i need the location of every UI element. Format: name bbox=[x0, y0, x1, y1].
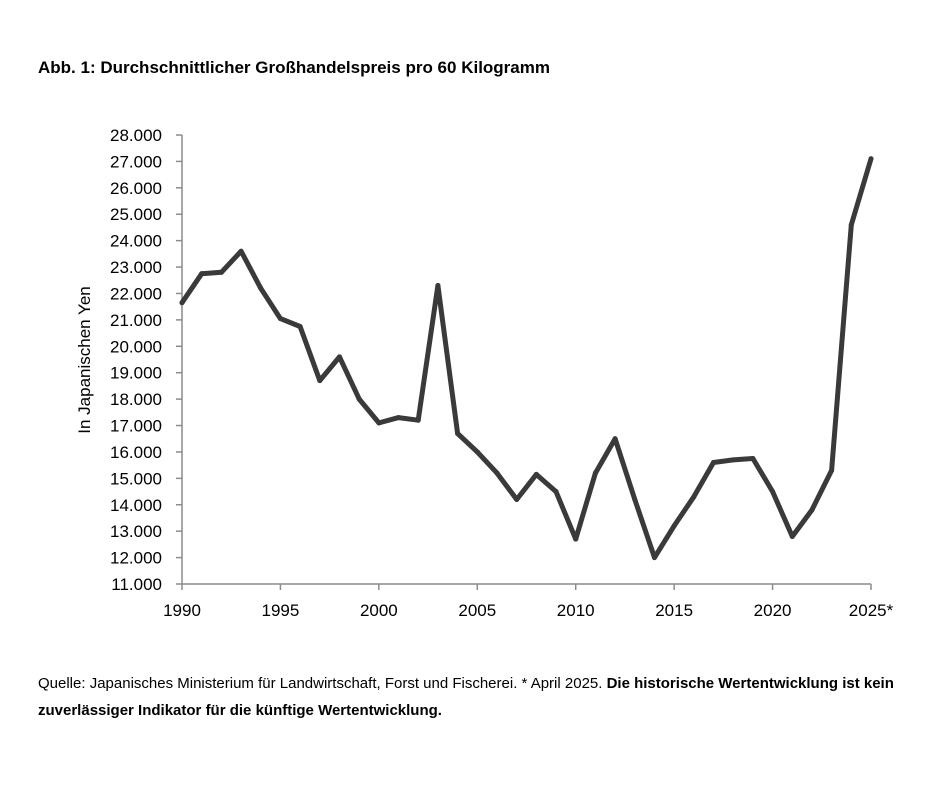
y-tick-label: 15.000 bbox=[110, 469, 162, 488]
data-point bbox=[218, 269, 224, 275]
source-text: Quelle: Japanisches Ministerium für Land… bbox=[38, 675, 607, 692]
y-tick-label: 17.000 bbox=[110, 417, 162, 436]
data-point bbox=[396, 415, 402, 421]
y-tick-label: 25.000 bbox=[110, 205, 162, 224]
x-axis: 1990 1995 2000 2005 2010 2015 2020 2025* bbox=[163, 583, 894, 620]
data-point bbox=[770, 489, 776, 495]
data-point bbox=[829, 467, 835, 473]
y-tick-label: 22.000 bbox=[110, 284, 162, 303]
chart-title: Abb. 1: Durchschnittlicher Großhandelspr… bbox=[38, 58, 550, 77]
data-point bbox=[651, 555, 657, 561]
y-tick-label: 12.000 bbox=[110, 549, 162, 568]
y-tick-label: 11.000 bbox=[111, 575, 162, 594]
y-tick-label: 18.000 bbox=[110, 390, 162, 409]
data-point bbox=[199, 271, 205, 277]
y-tick-label: 28.000 bbox=[110, 126, 162, 145]
data-point bbox=[415, 417, 421, 423]
data-point bbox=[277, 316, 283, 322]
source-note: Quelle: Japanisches Ministerium für Land… bbox=[38, 670, 908, 724]
data-point bbox=[435, 283, 441, 289]
x-tick-label: 2000 bbox=[360, 601, 398, 620]
y-tick-label: 27.000 bbox=[110, 152, 162, 171]
data-point bbox=[848, 222, 854, 228]
data-point bbox=[336, 354, 342, 360]
data-point bbox=[592, 470, 598, 476]
data-point bbox=[533, 471, 539, 477]
y-tick-label: 14.000 bbox=[110, 496, 162, 515]
data-point bbox=[317, 378, 323, 384]
y-tick-label: 23.000 bbox=[110, 258, 162, 277]
disclaimer-text: Die historische Wertentwicklung ist kein… bbox=[38, 675, 894, 719]
x-tick-label: 2020 bbox=[754, 601, 792, 620]
data-point bbox=[809, 507, 815, 513]
x-tick-label: 1995 bbox=[262, 601, 300, 620]
data-point bbox=[258, 285, 264, 291]
x-tick-label: 2005 bbox=[458, 601, 496, 620]
data-point bbox=[632, 496, 638, 502]
series bbox=[179, 156, 874, 561]
price-line bbox=[179, 156, 874, 561]
data-point bbox=[238, 248, 244, 254]
data-point bbox=[494, 470, 500, 476]
x-tick-label: 2015 bbox=[655, 601, 693, 620]
data-point bbox=[711, 460, 717, 466]
data-point bbox=[868, 156, 874, 162]
data-point bbox=[553, 489, 559, 495]
data-point bbox=[789, 533, 795, 539]
data-point bbox=[730, 457, 736, 463]
data-point bbox=[356, 396, 362, 402]
y-tick-label: 24.000 bbox=[110, 232, 162, 251]
data-point bbox=[514, 496, 520, 502]
y-tick-label: 19.000 bbox=[110, 364, 162, 383]
y-axis-title: In Japanischen Yen bbox=[75, 286, 94, 433]
y-tick-label: 20.000 bbox=[110, 337, 162, 356]
y-axis: 11.000 12.000 13.000 14.000 15.000 16.000 17.0… bbox=[110, 126, 183, 594]
y-tick-label: 13.000 bbox=[110, 522, 162, 541]
data-point bbox=[691, 494, 697, 500]
y-tick-label: 16.000 bbox=[110, 443, 162, 462]
data-point bbox=[671, 523, 677, 529]
data-point bbox=[455, 430, 461, 436]
data-point bbox=[612, 436, 618, 442]
data-point bbox=[474, 449, 480, 455]
x-tick-label: 2025* bbox=[849, 601, 894, 620]
data-point bbox=[376, 420, 382, 426]
y-tick-label: 21.000 bbox=[110, 311, 162, 330]
data-point bbox=[179, 300, 185, 306]
data-point bbox=[750, 456, 756, 462]
line-chart: 11.000 12.000 13.000 14.000 15.000 16.000 17.0… bbox=[75, 126, 894, 620]
y-tick-label: 26.000 bbox=[110, 179, 162, 198]
x-tick-label: 2010 bbox=[557, 601, 595, 620]
data-point bbox=[297, 323, 303, 329]
data-point bbox=[573, 536, 579, 542]
x-tick-label: 1990 bbox=[163, 601, 201, 620]
